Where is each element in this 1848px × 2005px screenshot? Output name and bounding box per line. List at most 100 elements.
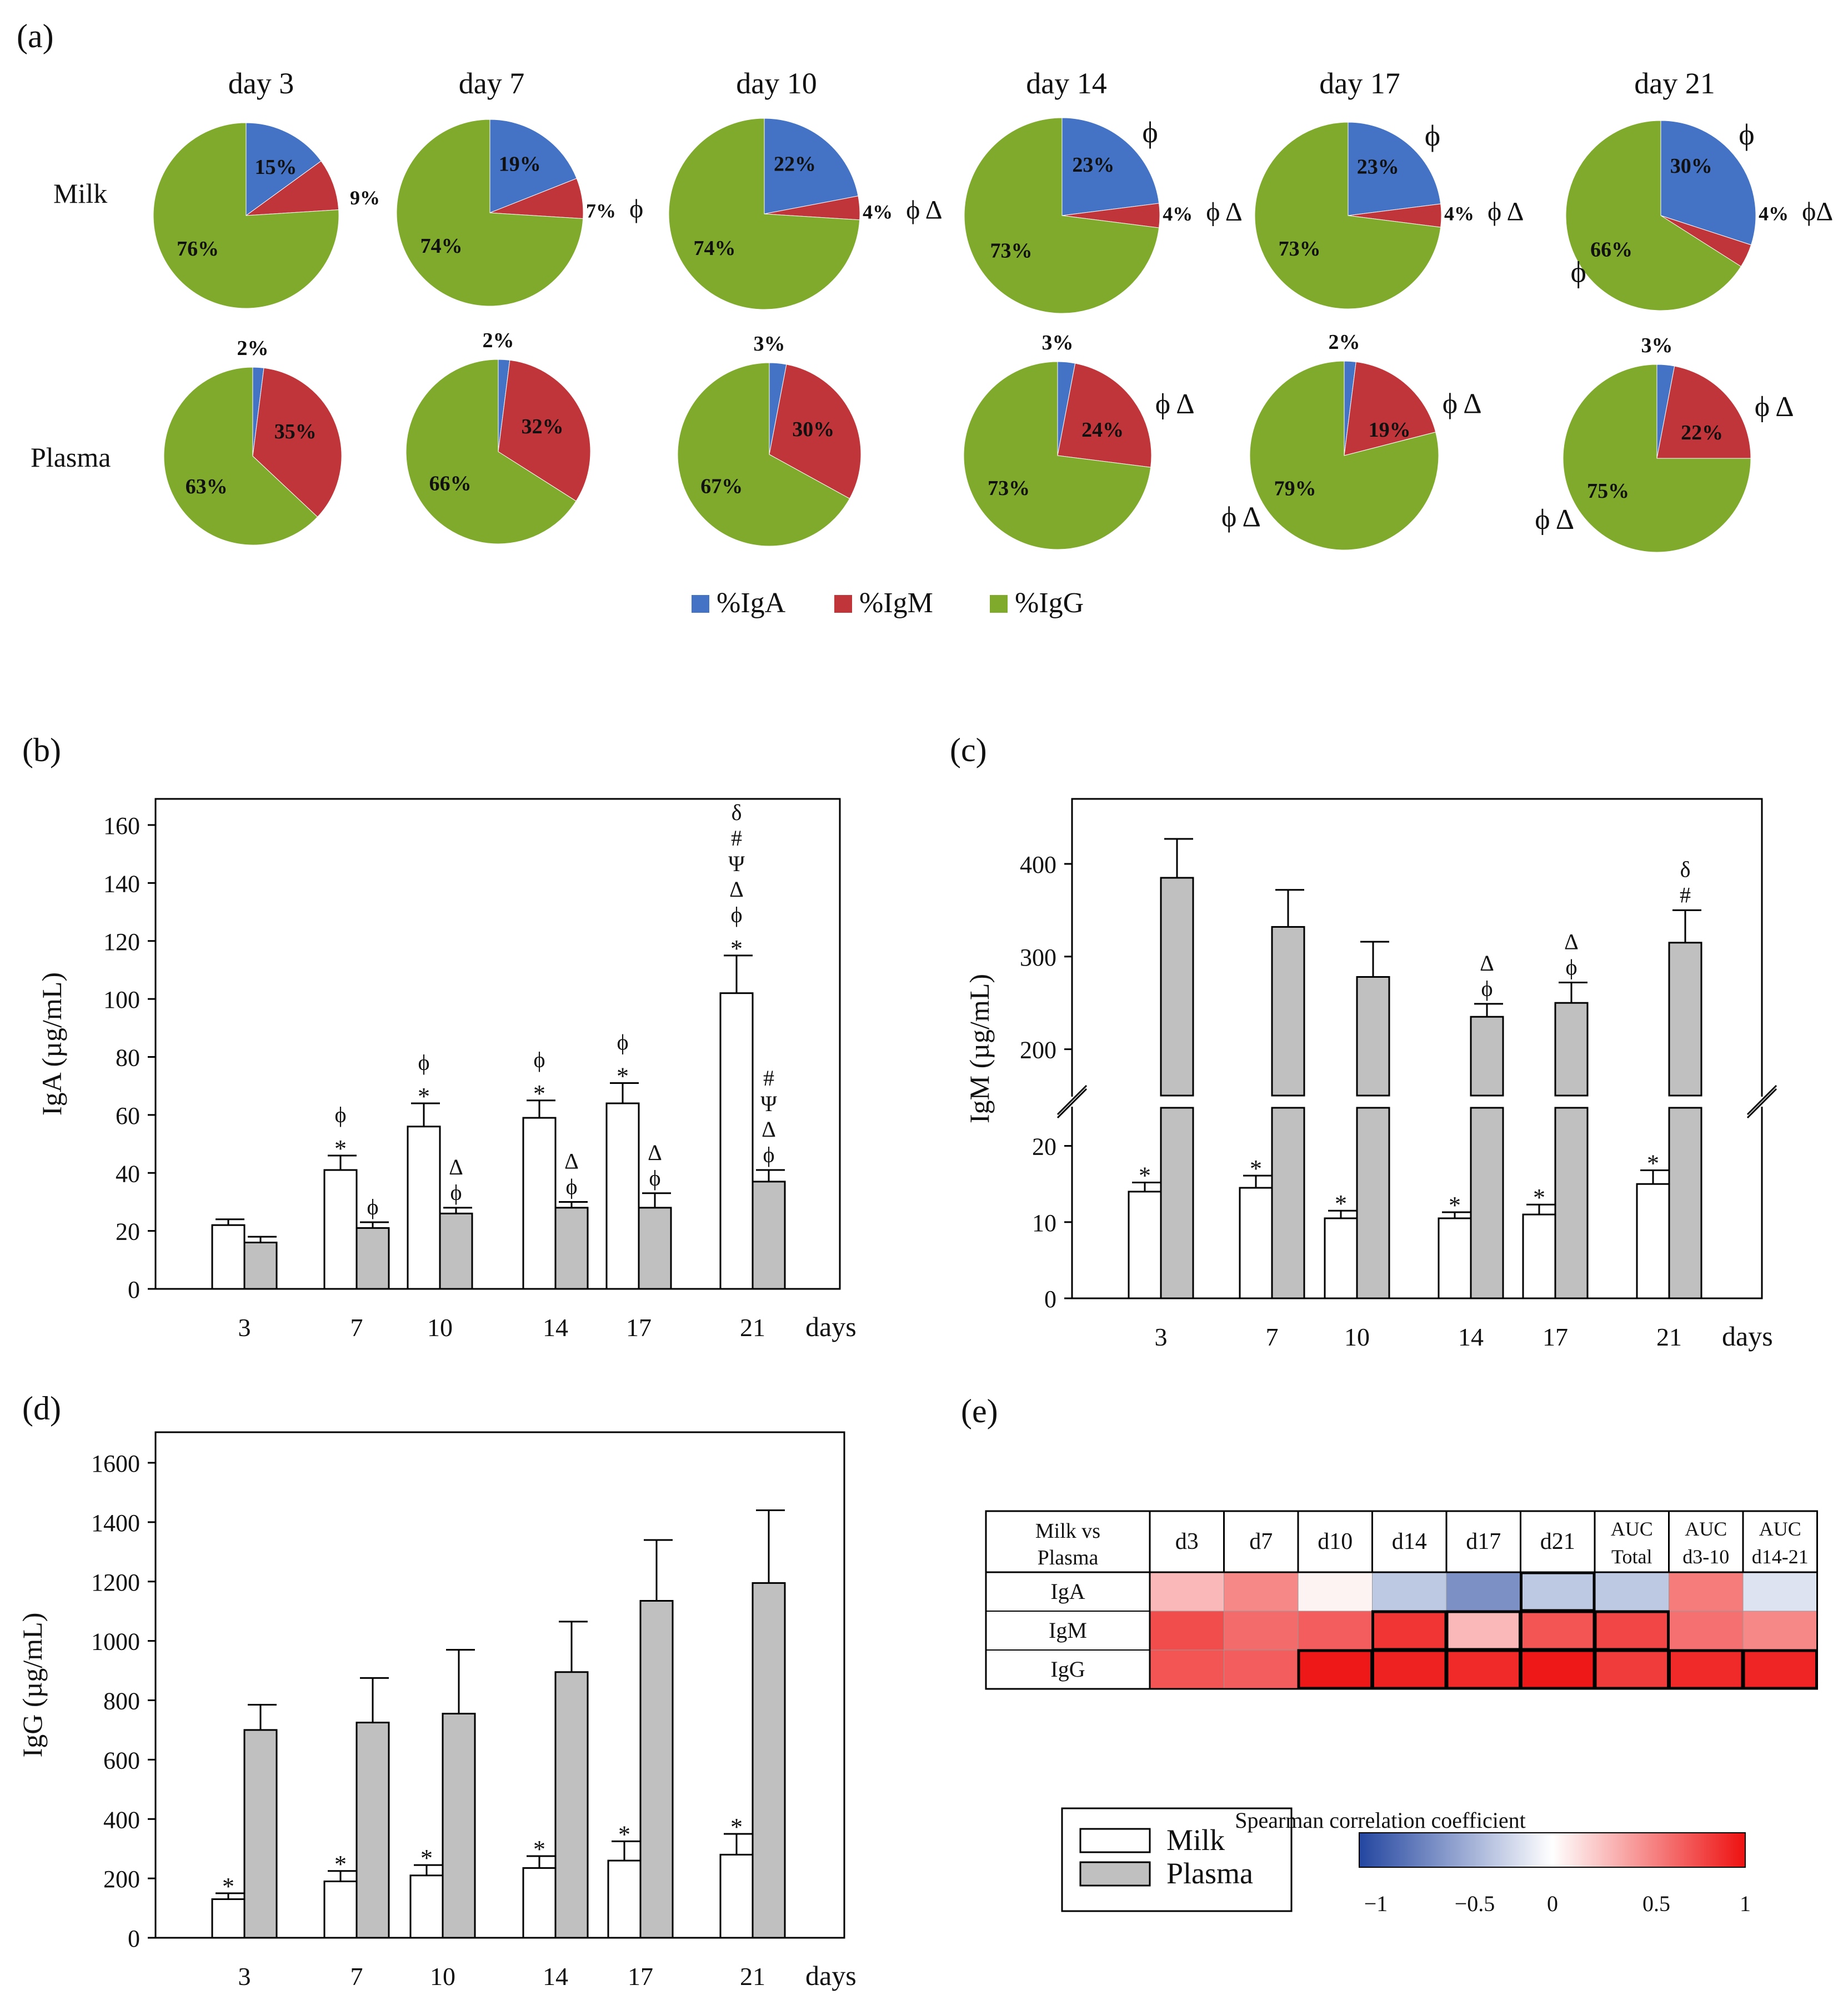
significance-mark: ϕ [418,1050,429,1075]
significance-mark: # [763,1066,774,1091]
x-tick-label: 7 [350,1313,363,1342]
y-tick-label: 0 [128,1925,140,1952]
pie-label-igg: 67% [700,474,743,498]
pie-significance-mark: ϕ [629,194,643,223]
significance-mark: ϕ [1565,955,1577,980]
significance-mark: Δ [762,1117,776,1142]
bar-plasma [1160,877,1194,1097]
plot-frame [154,1431,845,1939]
heatmap-cell [1446,1611,1521,1651]
y-tick-label: 1400 [91,1509,140,1537]
plasma-pie-day-3: 2% 35% 63% [163,337,342,546]
significance-mark: * [533,1836,545,1863]
pie-slice-igm [1057,363,1152,468]
significance-mark: # [1680,882,1691,907]
x-tick-label: 10 [430,1962,455,1991]
pie-label-igm: 4% [1444,202,1474,224]
bar-plasma [1160,1107,1194,1299]
y-tick-label: 400 [1020,851,1056,878]
heatmap-column-label: AUC [1759,1518,1801,1540]
bar-plasma [752,1181,786,1290]
significance-mark: Δ [1480,951,1494,976]
heatmap-column-label: d17 [1466,1529,1501,1554]
colorbar-tick-label: 1 [1740,1891,1751,1916]
x-tick-label: 14 [543,1313,568,1342]
bar-plasma [554,1671,589,1939]
significance-mark: Δ [648,1140,662,1165]
panel-label-e: (e) [961,1393,998,1429]
bar-milk [522,1117,557,1290]
heatmap-column-label: d7 [1249,1529,1273,1554]
pie-label-iga: 3% [754,332,785,356]
igg-bar-chart: 0 200 400 600 800 1000 1200 1400 1600 IgG (µg/mL)… [17,1431,857,1991]
axis-break-slash [1746,1084,1777,1116]
heatmap-cell [1446,1649,1521,1689]
plasma-pie-day-21: 3% 22% 75% ϕ Δ ϕ Δ [1535,334,1794,553]
bar-plasma [1356,976,1390,1097]
heatmap-cell [1298,1572,1373,1612]
bar-plasma [638,1207,672,1290]
pie-significance-mark: ϕ Δ [1535,504,1574,536]
x-tick-label: 14 [1458,1323,1484,1351]
significance-mark: ϕ [367,1194,378,1219]
pie-slice-igg [405,359,577,544]
significance-mark: ϕ [730,902,742,927]
heatmap-cell [1224,1572,1299,1612]
heatmap-cell [1669,1649,1744,1689]
heatmap-column-label: d3-10 [1682,1546,1729,1568]
x-tick-label: 10 [1344,1323,1370,1351]
significance-mark: ϕ [450,1180,462,1205]
pie-significance-mark: ϕ Δ [1206,197,1242,227]
pie-label-igg: 66% [1590,238,1632,262]
pie-slice-igm [252,367,342,518]
bar-milk [1522,1213,1556,1299]
panel-label-a: (a) [17,18,54,54]
y-tick-label: 60 [116,1102,140,1129]
milk-pie-day-14: 23% 4% 73% ϕ Δ ϕ [964,116,1243,314]
pie-label-iga: 15% [254,156,297,179]
bar-milk [607,1859,642,1939]
significance-mark: Δ [1564,929,1579,954]
y-tick-label: 20 [1032,1133,1056,1161]
pie-label-igm: 9% [350,187,380,209]
heatmap-cell [1594,1649,1669,1689]
x-axis-label: days [805,1311,857,1342]
pie-significance-mark: ϕ Δ [1488,197,1524,226]
bar-legend-frame [1061,1807,1293,1912]
bar-milk [1239,1187,1273,1299]
significance-mark: ϕ [533,1047,545,1072]
y-tick-label: 400 [103,1806,140,1833]
heatmap-column-label: d14-21 [1752,1546,1809,1568]
heatmap-cell [1520,1611,1595,1651]
heatmap-row-label: IgG [1050,1657,1085,1682]
significance-mark: * [1533,1184,1545,1211]
pie-slice-igm [498,359,591,502]
significance-mark: * [1335,1190,1347,1217]
pie-slice-igg [153,122,339,309]
heatmap-cell [1446,1572,1521,1612]
pie-label-iga: 3% [1641,334,1673,357]
bar-milk [719,1853,754,1939]
significance-mark: δ [732,800,742,825]
y-tick-label: 40 [116,1160,140,1187]
pie-label-igm: 22% [1681,421,1723,444]
x-tick-label: 10 [427,1313,453,1342]
bar-plasma [1470,1016,1504,1097]
bar-milk [522,1867,557,1939]
bar-milk [1128,1191,1162,1299]
legend-swatch-plasma [1079,1861,1151,1887]
bar-milk [211,1224,246,1290]
y-tick-label: 120 [103,928,140,956]
legend-label-plasma: Plasma [1166,1857,1253,1890]
pie-significance-mark: ϕ [1425,119,1440,152]
significance-mark: ϕ [617,1029,628,1054]
pie-label-igg: 74% [420,234,463,258]
heatmap-column-label: d3 [1175,1529,1199,1554]
pie-significance-mark: ϕ [1571,256,1586,289]
colorbar-gradient [1359,1832,1746,1868]
legend-swatch-igm [834,595,852,613]
pie-label-igm: 19% [1369,418,1411,442]
x-axis-label: days [1722,1321,1773,1352]
pie-label-igm: 4% [863,201,893,223]
pie-significance-mark: ϕ Δ [1221,502,1261,533]
